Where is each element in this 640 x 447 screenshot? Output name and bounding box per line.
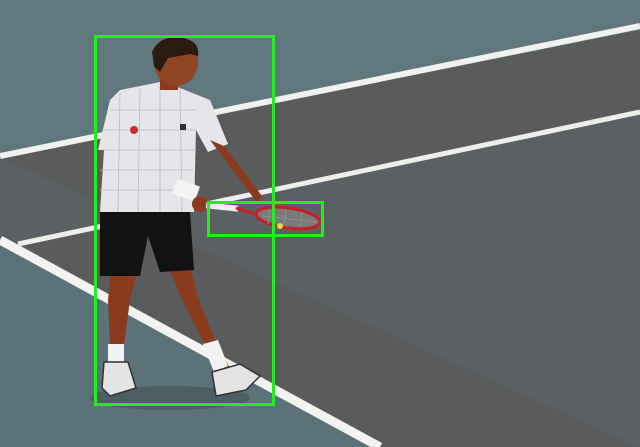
- tennis-racket-bounding-box: [207, 201, 324, 237]
- court-line-side: [0, 236, 383, 447]
- tennis-player: [98, 37, 262, 397]
- person-bounding-box: [94, 35, 275, 406]
